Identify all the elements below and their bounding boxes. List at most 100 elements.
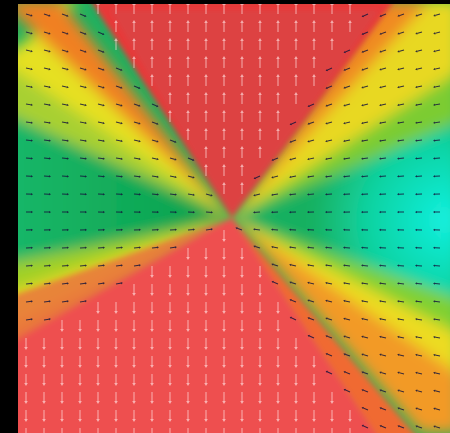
arrow-head bbox=[30, 282, 33, 285]
arrow-shaft bbox=[363, 354, 369, 357]
arrow-head bbox=[307, 263, 310, 267]
arrow-head bbox=[84, 14, 87, 17]
arrow-head bbox=[120, 86, 123, 89]
arrow-head bbox=[186, 4, 190, 5]
arrow-head bbox=[168, 38, 172, 41]
arrow-head bbox=[120, 246, 123, 249]
arrow-head bbox=[204, 275, 208, 278]
arrow-head bbox=[240, 38, 244, 41]
arrow-head bbox=[397, 50, 400, 53]
arrow-shaft bbox=[363, 49, 369, 53]
arrow-head bbox=[415, 210, 418, 214]
arrow-head bbox=[222, 293, 226, 296]
arrow-head bbox=[240, 347, 244, 350]
arrow-head bbox=[415, 371, 418, 374]
arrow-head bbox=[96, 347, 100, 350]
arrow-head bbox=[379, 264, 382, 267]
arrow-shaft bbox=[416, 282, 423, 285]
arrow-head bbox=[379, 86, 382, 89]
arrow-head bbox=[60, 329, 64, 332]
arrow-shaft bbox=[416, 103, 423, 106]
arrow-head bbox=[186, 347, 190, 350]
arrow-head bbox=[78, 401, 82, 404]
arrow-head bbox=[24, 347, 28, 350]
arrow-shaft bbox=[151, 246, 158, 249]
arrow-shaft bbox=[363, 425, 369, 429]
arrow-head bbox=[361, 68, 364, 71]
arrow-shaft bbox=[345, 49, 351, 53]
arrow-head bbox=[222, 74, 226, 77]
arrow-head bbox=[102, 50, 105, 53]
arrow-head bbox=[114, 383, 118, 386]
arrow-head bbox=[379, 210, 382, 214]
arrow-shaft bbox=[435, 31, 441, 34]
arrow-shaft bbox=[380, 121, 387, 124]
arrow-head bbox=[240, 275, 244, 278]
arrow-head bbox=[379, 228, 382, 232]
arrow-head bbox=[84, 299, 87, 303]
arrow-head bbox=[96, 329, 100, 332]
arrow-head bbox=[168, 419, 172, 422]
arrow-shaft bbox=[169, 157, 175, 160]
arrow-shaft bbox=[434, 300, 441, 303]
arrow-shaft bbox=[381, 85, 387, 88]
arrow-head bbox=[48, 175, 51, 178]
arrow-shaft bbox=[381, 389, 387, 393]
arrow-head bbox=[415, 14, 418, 17]
arrow-head bbox=[42, 383, 46, 386]
arrow-head bbox=[48, 318, 51, 321]
arrow-head bbox=[186, 275, 190, 278]
arrow-head bbox=[343, 299, 346, 303]
arrow-head bbox=[289, 175, 292, 179]
arrow-shaft bbox=[434, 139, 441, 142]
arrow-head bbox=[276, 419, 280, 422]
arrow-shaft bbox=[291, 264, 297, 267]
arrow-head bbox=[102, 210, 105, 214]
arrow-head bbox=[294, 38, 298, 41]
arrow-shaft bbox=[273, 264, 279, 267]
arrow-shaft bbox=[434, 85, 441, 88]
arrow-shaft bbox=[327, 139, 333, 142]
arrow-shaft bbox=[363, 67, 369, 71]
arrow-head bbox=[433, 50, 436, 53]
arrow-head bbox=[312, 56, 316, 59]
arrow-head bbox=[343, 388, 346, 392]
arrow-head bbox=[30, 14, 33, 17]
arrow-head bbox=[312, 383, 316, 386]
arrow-head bbox=[294, 74, 298, 77]
arrow-head bbox=[84, 282, 87, 285]
arrow-head bbox=[361, 317, 364, 321]
arrow-shaft bbox=[345, 318, 351, 321]
arrow-head bbox=[307, 334, 310, 338]
arrow-head bbox=[48, 67, 51, 71]
arrow-shaft bbox=[187, 193, 194, 196]
arrow-shaft bbox=[434, 354, 441, 357]
arrow-shaft bbox=[345, 121, 351, 124]
arrow-shaft bbox=[399, 67, 405, 70]
arrow-head bbox=[204, 257, 208, 260]
arrow-head bbox=[222, 20, 226, 23]
arrow-head bbox=[174, 158, 177, 161]
arrow-shaft bbox=[399, 13, 405, 17]
arrow-head bbox=[240, 182, 244, 185]
arrow-head bbox=[66, 282, 69, 285]
arrow-head bbox=[397, 121, 400, 125]
arrow-shaft bbox=[398, 121, 405, 124]
arrow-head bbox=[307, 281, 310, 284]
arrow-shaft bbox=[309, 335, 315, 339]
arrow-shaft bbox=[115, 175, 122, 178]
arrow-head bbox=[253, 194, 256, 197]
arrow-head bbox=[379, 335, 382, 339]
arrow-head bbox=[325, 175, 328, 178]
arrow-head bbox=[24, 401, 28, 404]
arrow-head bbox=[433, 192, 436, 196]
arrow-head bbox=[168, 401, 172, 404]
arrow-head bbox=[379, 139, 382, 142]
arrow-shaft bbox=[435, 49, 441, 52]
arrow-shaft bbox=[133, 157, 140, 160]
arrow-head bbox=[379, 157, 382, 160]
arrow-head bbox=[48, 264, 51, 267]
arrow-head bbox=[48, 32, 51, 35]
arrow-head bbox=[30, 139, 33, 142]
arrow-head bbox=[132, 365, 136, 368]
